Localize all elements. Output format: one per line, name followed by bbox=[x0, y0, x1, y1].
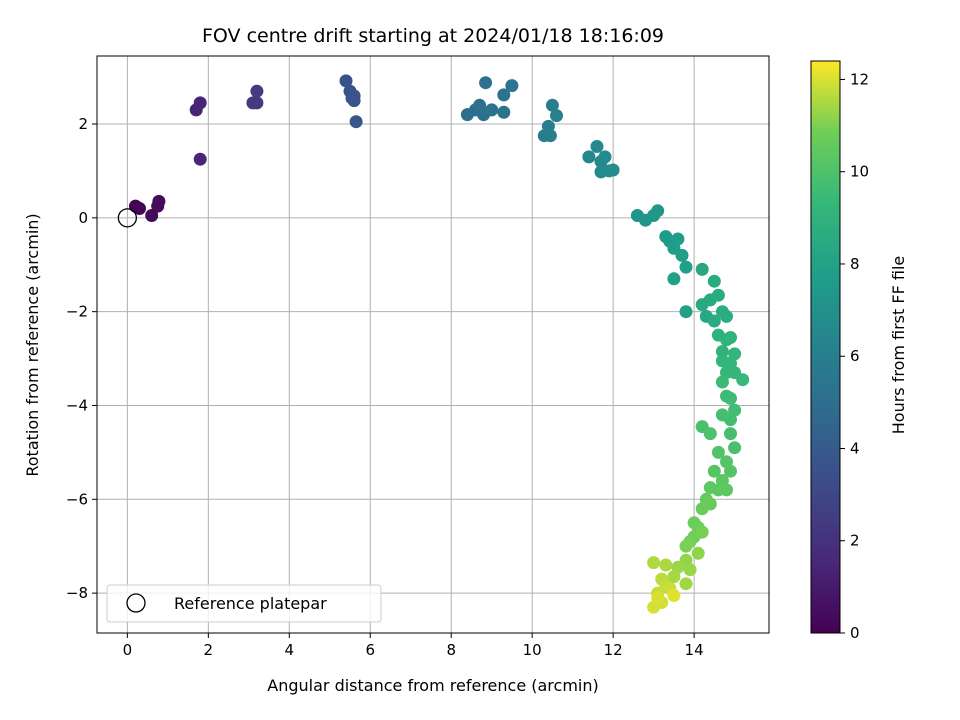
data-point bbox=[715, 375, 729, 389]
legend-marker bbox=[126, 593, 146, 613]
data-point bbox=[250, 96, 264, 110]
data-point bbox=[667, 570, 681, 584]
colorbar: 0 2 4 6 8 10 12 Hours from first FF file bbox=[810, 60, 908, 642]
data-point bbox=[695, 262, 709, 276]
data-point bbox=[679, 305, 693, 319]
data-point bbox=[193, 152, 207, 166]
data-point bbox=[720, 309, 733, 323]
data-point bbox=[651, 204, 665, 218]
colorbar-label: Hours from first FF file bbox=[889, 256, 908, 435]
data-point bbox=[711, 445, 725, 459]
data-point bbox=[695, 525, 709, 539]
data-point bbox=[703, 427, 717, 441]
data-point bbox=[647, 556, 661, 570]
data-point bbox=[497, 88, 511, 102]
data-point bbox=[724, 464, 737, 478]
data-point bbox=[736, 373, 750, 387]
data-point bbox=[543, 129, 557, 143]
x-tick-label: 6 bbox=[365, 641, 375, 659]
x-axis-label: Angular distance from reference (arcmin) bbox=[267, 676, 598, 695]
data-point bbox=[545, 98, 559, 112]
legend-label: Reference platepar bbox=[174, 594, 327, 613]
data-point bbox=[728, 441, 742, 455]
data-point bbox=[145, 209, 159, 222]
y-tick-label: −8 bbox=[66, 584, 88, 602]
data-point bbox=[675, 248, 689, 262]
y-tick-label: −2 bbox=[66, 303, 88, 321]
data-point bbox=[550, 109, 563, 123]
data-point bbox=[703, 481, 717, 495]
data-point bbox=[582, 150, 596, 164]
y-axis-label: Rotation from reference (arcmin) bbox=[23, 213, 42, 476]
data-point bbox=[707, 274, 721, 288]
legend: Reference platepar bbox=[106, 584, 382, 623]
data-point bbox=[152, 194, 166, 208]
data-point bbox=[728, 347, 742, 361]
x-tick-label: 4 bbox=[285, 641, 295, 659]
data-point bbox=[724, 427, 737, 441]
data-point bbox=[606, 163, 620, 177]
y-tick-label: −6 bbox=[66, 490, 88, 508]
data-point bbox=[590, 140, 604, 153]
data-point bbox=[479, 76, 493, 90]
data-point bbox=[339, 74, 353, 88]
colorbar-ticks: 0 2 4 6 8 10 12 bbox=[840, 70, 869, 642]
colorbar-gradient bbox=[810, 60, 841, 634]
data-point bbox=[715, 408, 729, 422]
x-axis-ticks: 0 2 4 6 8 10 12 14 bbox=[123, 633, 704, 659]
data-point bbox=[679, 260, 693, 274]
data-point bbox=[715, 345, 729, 358]
data-point bbox=[691, 546, 705, 560]
colorbar-tick-label: 6 bbox=[850, 347, 860, 365]
data-point bbox=[707, 314, 721, 328]
data-point bbox=[724, 391, 737, 405]
chart-title: FOV centre drift starting at 2024/01/18 … bbox=[202, 25, 664, 47]
reference-platepar-marker bbox=[117, 208, 138, 228]
legend-box bbox=[106, 584, 382, 623]
data-point bbox=[695, 502, 709, 516]
data-point bbox=[707, 464, 721, 478]
data-point bbox=[683, 563, 697, 577]
data-point bbox=[347, 94, 361, 108]
x-tick-label: 8 bbox=[446, 641, 456, 659]
y-axis-ticks: −8 −6 −4 −2 0 2 bbox=[66, 115, 97, 602]
grid bbox=[97, 56, 769, 633]
y-tick-label: −4 bbox=[66, 396, 88, 414]
scatter-points bbox=[129, 74, 750, 614]
data-point bbox=[485, 103, 499, 117]
data-point bbox=[497, 105, 511, 119]
data-point bbox=[659, 558, 673, 572]
data-point bbox=[651, 591, 665, 605]
plot-frame bbox=[96, 55, 770, 634]
data-point bbox=[250, 84, 264, 98]
colorbar-tick-label: 0 bbox=[850, 624, 860, 642]
colorbar-tick-label: 8 bbox=[850, 255, 860, 273]
y-tick-label: 0 bbox=[78, 209, 88, 227]
colorbar-tick-label: 4 bbox=[850, 439, 860, 457]
data-point bbox=[667, 272, 681, 286]
y-tick-label: 2 bbox=[78, 115, 88, 133]
colorbar-tick-label: 2 bbox=[850, 532, 860, 550]
x-tick-label: 12 bbox=[604, 641, 623, 659]
data-point bbox=[724, 331, 737, 344]
data-point bbox=[711, 288, 725, 302]
data-point bbox=[667, 589, 681, 602]
x-tick-label: 2 bbox=[204, 641, 214, 659]
data-point bbox=[349, 115, 363, 129]
data-point bbox=[671, 232, 685, 246]
x-tick-label: 10 bbox=[523, 641, 542, 659]
data-point bbox=[720, 483, 733, 497]
data-point bbox=[679, 577, 693, 591]
colorbar-tick-label: 10 bbox=[850, 163, 869, 181]
data-point bbox=[598, 150, 612, 164]
x-tick-label: 0 bbox=[123, 641, 133, 659]
data-point bbox=[193, 96, 207, 110]
data-point bbox=[133, 202, 146, 215]
x-tick-label: 14 bbox=[685, 641, 704, 659]
data-point bbox=[679, 539, 693, 553]
data-point bbox=[505, 79, 519, 93]
colorbar-tick-label: 12 bbox=[850, 70, 869, 88]
